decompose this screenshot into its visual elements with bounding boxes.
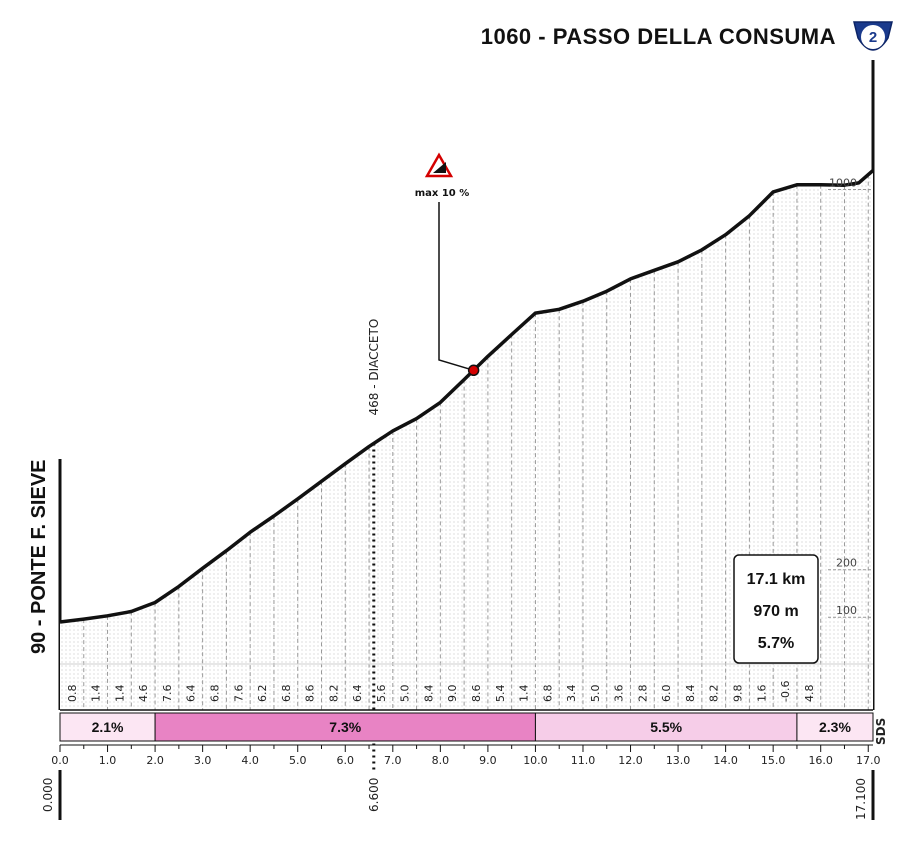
start-km-label: 0.000 xyxy=(41,778,55,812)
climb-category-badge: 2 xyxy=(853,21,893,51)
summary-avg-gradient: 5.7% xyxy=(758,635,794,652)
waypoint-label: 468 - DIACCETO xyxy=(367,319,381,416)
sds-label: SDS xyxy=(874,718,888,745)
max-gradient-label: max 10 % xyxy=(415,188,470,199)
gradient-value: 8.4 xyxy=(684,685,697,703)
segment-label: 7.3% xyxy=(329,719,361,735)
km-tick-label: 15.0 xyxy=(761,754,786,767)
gradient-value: 6.0 xyxy=(660,685,673,703)
segment-label: 5.5% xyxy=(650,719,682,735)
gradient-value: 8.2 xyxy=(708,685,721,703)
gradient-value: 2.8 xyxy=(636,685,649,703)
gradient-value: 5.0 xyxy=(399,685,412,703)
km-tick-label: 10.0 xyxy=(523,754,548,767)
slope-icon xyxy=(433,162,446,173)
gradient-row: 0.8 1.4 1.4 4.6 7.6 6.4 6.8 7.6 6.2 6.8 8.6 8.2 6.4 5… xyxy=(66,681,816,702)
start-location-label: 90 - PONTE F. SIEVE xyxy=(28,459,50,654)
gradient-value: 8.4 xyxy=(422,685,435,703)
gradient-value: 5.6 xyxy=(375,685,388,703)
altitude-tick-label: 200 xyxy=(836,557,857,570)
gradient-value: 0.8 xyxy=(66,685,79,703)
km-tick-label: 2.0 xyxy=(146,754,164,767)
gradient-value: 6.8 xyxy=(541,685,554,703)
segment-rect xyxy=(534,712,798,742)
km-tick-label: 13.0 xyxy=(666,754,691,767)
max-gradient-leader xyxy=(438,202,474,372)
gradient-value: 6.4 xyxy=(351,685,364,703)
km-tick-label: 5.0 xyxy=(289,754,307,767)
max-gradient-marker: max 10 % xyxy=(415,152,480,377)
km-tick-label: 8.0 xyxy=(432,754,450,767)
waypoint-km-label: 6.600 xyxy=(367,778,381,812)
chart-title: 1060 - PASSO DELLA CONSUMA xyxy=(481,24,836,49)
km-tick-label: 3.0 xyxy=(194,754,212,767)
gradient-value: -0.6 xyxy=(779,681,792,702)
climb-category-number: 2 xyxy=(869,29,877,46)
segment-label: 2.3% xyxy=(819,719,851,735)
altitude-ticks: 100 200 1000 xyxy=(828,177,873,618)
gradient-value: 7.6 xyxy=(232,685,245,703)
summary-distance: 17.1 km xyxy=(747,571,806,588)
gradient-value: 5.4 xyxy=(494,685,507,703)
gradient-value: 6.8 xyxy=(209,685,222,703)
gradient-value: 4.6 xyxy=(137,685,150,703)
gradient-value: 6.8 xyxy=(280,685,293,703)
km-tick-label: 14.0 xyxy=(713,754,738,767)
altitude-tick-label: 100 xyxy=(836,604,857,617)
summary-box: 17.1 km 970 m 5.7% xyxy=(733,554,819,664)
gradient-value: 5.0 xyxy=(589,685,602,703)
gradient-value: 6.2 xyxy=(256,685,269,703)
km-tick-label: 9.0 xyxy=(479,754,497,767)
gradient-value: 7.6 xyxy=(161,685,174,703)
km-tick-label: 16.0 xyxy=(808,754,833,767)
segment-rect xyxy=(59,712,156,742)
gradient-value: 1.4 xyxy=(113,685,126,703)
km-tick-label: 7.0 xyxy=(384,754,402,767)
segment-label: 2.1% xyxy=(92,719,124,735)
gradient-value: 9.0 xyxy=(446,685,459,703)
segment-gradient-bar: 2.1% 7.3% 5.5% 2.3% xyxy=(59,712,874,742)
km-axis: 0.0 1.0 2.0 3.0 4.0 5.0 6.0 7.0 8.0 9.0 10.0 11.0 12… xyxy=(51,745,880,767)
km-tick-label: 12.0 xyxy=(618,754,643,767)
gradient-value: 3.6 xyxy=(613,685,626,703)
km-tick-label: 6.0 xyxy=(337,754,355,767)
gradient-value: 4.8 xyxy=(803,685,816,703)
altitude-tick-label: 1000 xyxy=(829,177,857,190)
gradient-value: 9.8 xyxy=(732,685,745,703)
km-tick-label: 17.0 xyxy=(856,754,881,767)
max-gradient-point xyxy=(467,364,480,377)
gradient-value: 8.6 xyxy=(304,685,317,703)
segment-rect xyxy=(796,712,874,742)
end-km-label: 17.100 xyxy=(854,778,868,820)
gradient-value: 8.2 xyxy=(327,685,340,703)
gradient-value: 1.6 xyxy=(755,685,768,703)
km-tick-label: 4.0 xyxy=(241,754,259,767)
summary-elevation-gain: 970 m xyxy=(753,603,798,620)
profile-area-fill xyxy=(60,170,873,710)
km-tick-label: 0.0 xyxy=(51,754,69,767)
segment-rect xyxy=(154,712,536,742)
gradient-value: 8.6 xyxy=(470,685,483,703)
gradient-value: 1.4 xyxy=(518,685,531,703)
gradient-value: 3.4 xyxy=(565,685,578,703)
gradient-value: 6.4 xyxy=(185,685,198,703)
km-tick-label: 1.0 xyxy=(99,754,117,767)
km-tick-label: 11.0 xyxy=(571,754,596,767)
gradient-value: 1.4 xyxy=(90,685,103,703)
